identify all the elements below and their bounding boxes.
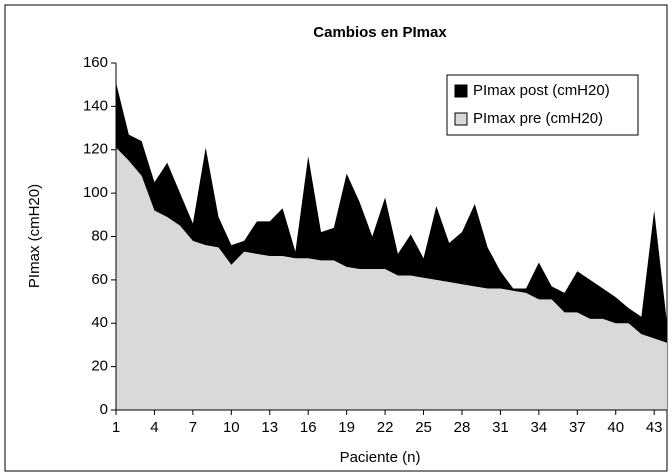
x-tick-label: 22 (377, 419, 394, 436)
legend-swatch (454, 112, 468, 126)
x-tick-label: 10 (223, 419, 240, 436)
x-tick-label: 25 (415, 419, 432, 436)
x-axis-label: Paciente (n) (340, 449, 421, 466)
legend-label: PImax post (cmH20) (473, 82, 610, 99)
y-tick-label: 100 (83, 184, 108, 201)
x-tick-label: 34 (531, 419, 548, 436)
y-tick-label: 160 (83, 54, 108, 71)
legend-swatch (454, 84, 468, 98)
x-tick-label: 7 (189, 419, 197, 436)
y-tick-label: 40 (91, 314, 108, 331)
x-tick-label: 40 (607, 419, 624, 436)
x-tick-label: 1 (112, 419, 120, 436)
x-tick-label: 13 (261, 419, 278, 436)
area (116, 147, 667, 411)
x-tick-label: 37 (569, 419, 586, 436)
x-tick-label: 43 (646, 419, 663, 436)
legend-box (446, 74, 639, 136)
x-tick-label: 28 (454, 419, 471, 436)
x-tick-label: 19 (338, 419, 355, 436)
legend-label: PImax pre (cmH20) (473, 110, 603, 127)
y-tick-label: 0 (100, 401, 108, 418)
y-tick-label: 140 (83, 97, 108, 114)
y-axis-label: PImax (cmH20) (26, 184, 43, 288)
chart-title: Cambios en PImax (313, 24, 447, 41)
y-tick-label: 20 (91, 358, 108, 375)
x-tick-label: 16 (300, 419, 317, 436)
y-tick-label: 80 (91, 227, 108, 244)
y-tick-label: 120 (83, 141, 108, 158)
x-tick-label: 4 (150, 419, 158, 436)
x-tick-label: 31 (492, 419, 509, 436)
y-tick-label: 60 (91, 271, 108, 288)
